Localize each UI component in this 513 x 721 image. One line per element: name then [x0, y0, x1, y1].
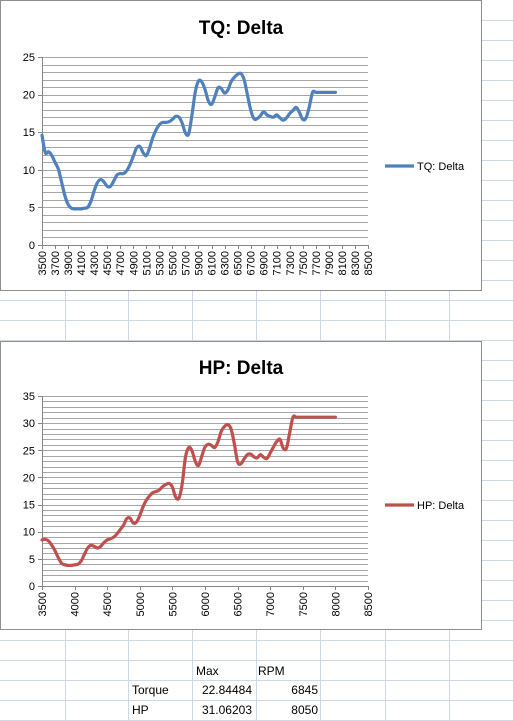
x-tick-label: 3500: [37, 251, 49, 275]
hp-y-tick-labels: 0 5 10 15 20 25 30 35: [23, 391, 35, 593]
hp-axes: [38, 396, 369, 590]
row-label-torque: Torque: [132, 683, 169, 697]
tq-legend: TQ: Delta: [385, 161, 465, 173]
torque-rpm-value: 6845: [291, 683, 318, 697]
x-tick-label: 8500: [363, 592, 375, 616]
hp-legend-label: HP: Delta: [417, 500, 465, 512]
y-tick-label: 0: [29, 240, 35, 252]
x-tick-label: 5000: [135, 592, 147, 616]
tq-delta-chart-svg: TQ: Delta 0 5 10 15 20 25 3500 3700 3900 4100 430…: [23, 18, 465, 275]
x-tick-label: 7500: [298, 251, 310, 275]
row-label-hp: HP: [132, 703, 149, 717]
x-tick-label: 6700: [246, 251, 258, 275]
x-tick-label: 6000: [200, 592, 212, 616]
x-tick-label: 7900: [324, 251, 336, 275]
x-tick-label: 6300: [220, 251, 232, 275]
x-tick-label: 8300: [350, 251, 362, 275]
tq-chart-title: TQ: Delta: [199, 18, 284, 39]
y-tick-label: 10: [23, 165, 35, 177]
x-tick-label: 5500: [167, 592, 179, 616]
y-tick-label: 5: [29, 554, 35, 566]
x-tick-label: 7000: [265, 592, 277, 616]
x-tick-label: 3500: [37, 592, 49, 616]
hp-delta-chart-svg: HP: Delta 0 5 10 15 20 25 30 35 3500 4000 4500 500…: [23, 358, 465, 616]
tq-gridlines: [42, 57, 368, 246]
tq-legend-label: TQ: Delta: [417, 161, 465, 173]
tq-y-tick-labels: 0 5 10 15 20 25: [23, 52, 35, 252]
x-tick-label: 5700: [180, 251, 192, 275]
hp-chart-title: HP: Delta: [199, 358, 284, 379]
x-tick-label: 5300: [154, 251, 166, 275]
x-tick-label: 5100: [141, 251, 153, 275]
x-tick-label: 8100: [337, 251, 349, 275]
y-tick-label: 35: [23, 391, 35, 403]
x-tick-label: 7500: [298, 592, 310, 616]
y-tick-label: 0: [29, 581, 35, 593]
y-tick-label: 30: [23, 418, 35, 430]
x-tick-label: 6900: [259, 251, 271, 275]
x-tick-label: 4900: [128, 251, 140, 275]
x-tick-label: 6500: [233, 592, 245, 616]
x-tick-label: 6100: [207, 251, 219, 275]
tq-x-tick-labels: 3500 3700 3900 4100 4300 4500 4700 4900 5100 5300…: [37, 251, 375, 275]
tq-delta-chart[interactable]: TQ: Delta 0 5 10 15 20 25 3500 3700 3900 4100 430…: [0, 0, 482, 291]
hp-max-value: 31.06203: [201, 703, 252, 717]
x-tick-label: 4700: [115, 251, 127, 275]
x-tick-label: 3900: [63, 251, 75, 275]
y-tick-label: 25: [23, 445, 35, 457]
x-tick-label: 4500: [102, 592, 114, 616]
header-max: Max: [196, 664, 219, 678]
hp-delta-series-line: [40, 414, 337, 568]
y-tick-label: 5: [29, 202, 35, 214]
x-tick-label: 4000: [70, 592, 82, 616]
x-tick-label: 4300: [89, 251, 101, 275]
torque-max-value: 22.84484: [201, 683, 252, 697]
y-tick-label: 20: [23, 90, 35, 102]
y-tick-label: 10: [23, 527, 35, 539]
hp-delta-chart[interactable]: HP: Delta 0 5 10 15 20 25 30 35 3500 4000 4500 500…: [0, 341, 482, 630]
y-tick-label: 15: [23, 127, 35, 139]
x-tick-label: 8500: [363, 251, 375, 275]
hp-x-tick-labels: 3500 4000 4500 5000 5500 6000 6500 7000 7500 8000…: [37, 592, 375, 616]
x-tick-label: 8000: [330, 592, 342, 616]
y-tick-label: 15: [23, 500, 35, 512]
tq-delta-series-line: [40, 71, 337, 211]
x-tick-label: 7300: [285, 251, 297, 275]
x-tick-label: 5500: [167, 251, 179, 275]
x-tick-label: 6500: [233, 251, 245, 275]
x-tick-label: 3700: [50, 251, 62, 275]
y-tick-label: 25: [23, 52, 35, 64]
tq-axes: [38, 57, 369, 249]
header-rpm: RPM: [258, 664, 285, 678]
y-tick-label: 20: [23, 472, 35, 484]
hp-rpm-value: 8050: [291, 703, 318, 717]
x-tick-label: 7100: [272, 251, 284, 275]
hp-legend: HP: Delta: [385, 500, 465, 512]
x-tick-label: 4100: [76, 251, 88, 275]
x-tick-label: 7700: [311, 251, 323, 275]
hp-gridlines: [42, 396, 368, 587]
x-tick-label: 5900: [193, 251, 205, 275]
x-tick-label: 4500: [102, 251, 114, 275]
